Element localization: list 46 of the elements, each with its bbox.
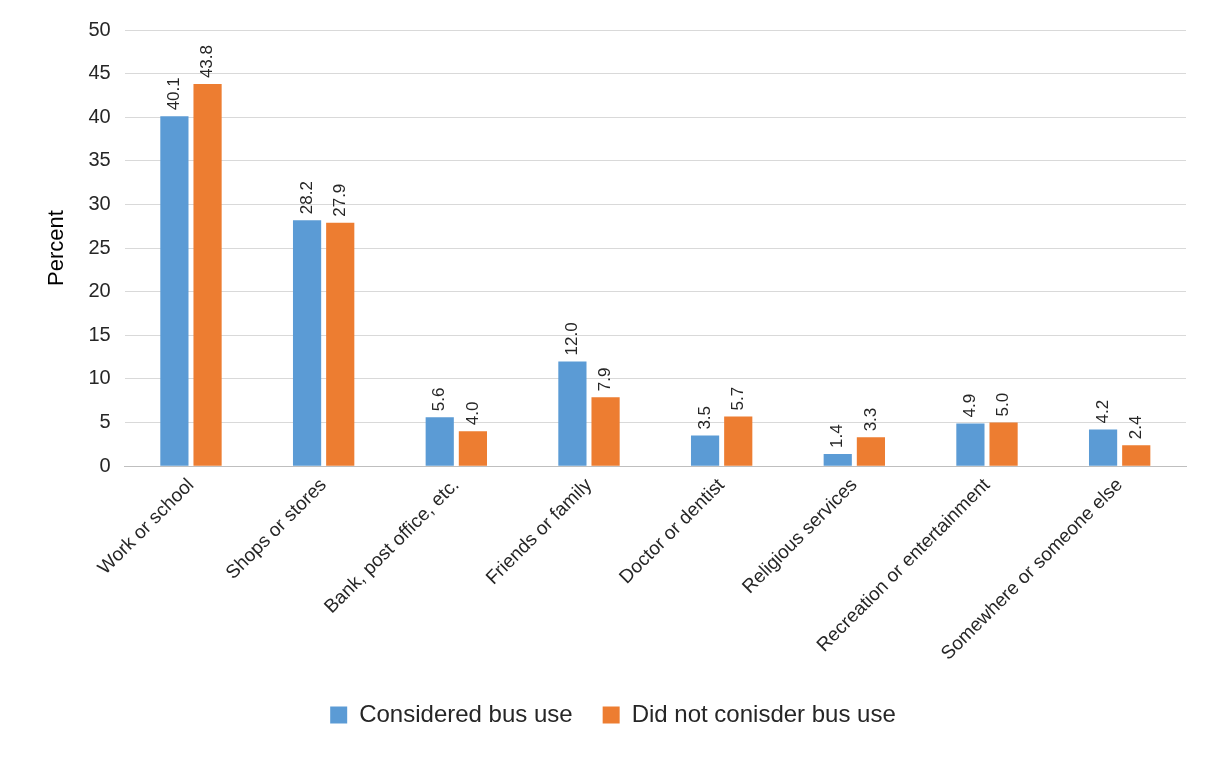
y-axis-title: Percent <box>43 210 69 286</box>
data-label: 7.9 <box>595 367 615 392</box>
data-label: 4.9 <box>960 393 980 418</box>
bar <box>1088 429 1118 466</box>
bar <box>724 416 753 466</box>
y-tick-label: 50 <box>88 17 111 40</box>
bar <box>292 220 322 466</box>
y-tick-label: 35 <box>88 148 111 171</box>
y-tick-label: 30 <box>88 191 111 214</box>
data-label: 5.7 <box>727 386 747 411</box>
bar <box>558 361 587 466</box>
bar <box>458 431 487 466</box>
data-label: 43.8 <box>197 44 217 79</box>
bar <box>690 435 720 466</box>
data-label: 3.5 <box>694 405 714 430</box>
bar <box>160 116 189 466</box>
data-label: 5.0 <box>993 392 1013 417</box>
data-label: 27.9 <box>329 183 349 217</box>
y-tick-label: 15 <box>88 322 111 345</box>
bar <box>326 222 355 466</box>
y-tick-label: 10 <box>88 366 111 389</box>
data-label: 12.0 <box>562 322 582 356</box>
bar <box>989 422 1018 466</box>
data-label: 4.0 <box>462 401 482 426</box>
y-tick-label: 25 <box>88 235 111 258</box>
data-label: 2.4 <box>1125 415 1145 440</box>
y-tick-label: 45 <box>88 61 111 84</box>
legend-label: Considered bus use <box>359 699 573 727</box>
data-label: 28.2 <box>296 181 316 215</box>
data-label: 5.6 <box>429 387 449 412</box>
data-label: 40.1 <box>164 77 184 111</box>
bar <box>856 437 886 466</box>
y-tick-label: 5 <box>99 410 111 433</box>
y-tick-label: 0 <box>99 453 111 476</box>
data-label: 4.2 <box>1092 399 1112 424</box>
bar <box>425 417 454 466</box>
bar <box>591 397 620 466</box>
bar <box>1122 445 1151 466</box>
y-tick-label: 40 <box>88 104 111 127</box>
data-label: 1.4 <box>827 424 847 448</box>
legend-label: Did not conisder bus use <box>631 699 896 727</box>
bar <box>823 453 852 466</box>
bar <box>956 423 985 466</box>
y-tick-label: 20 <box>88 279 111 302</box>
data-label: 3.3 <box>860 407 880 432</box>
bar <box>193 84 222 466</box>
